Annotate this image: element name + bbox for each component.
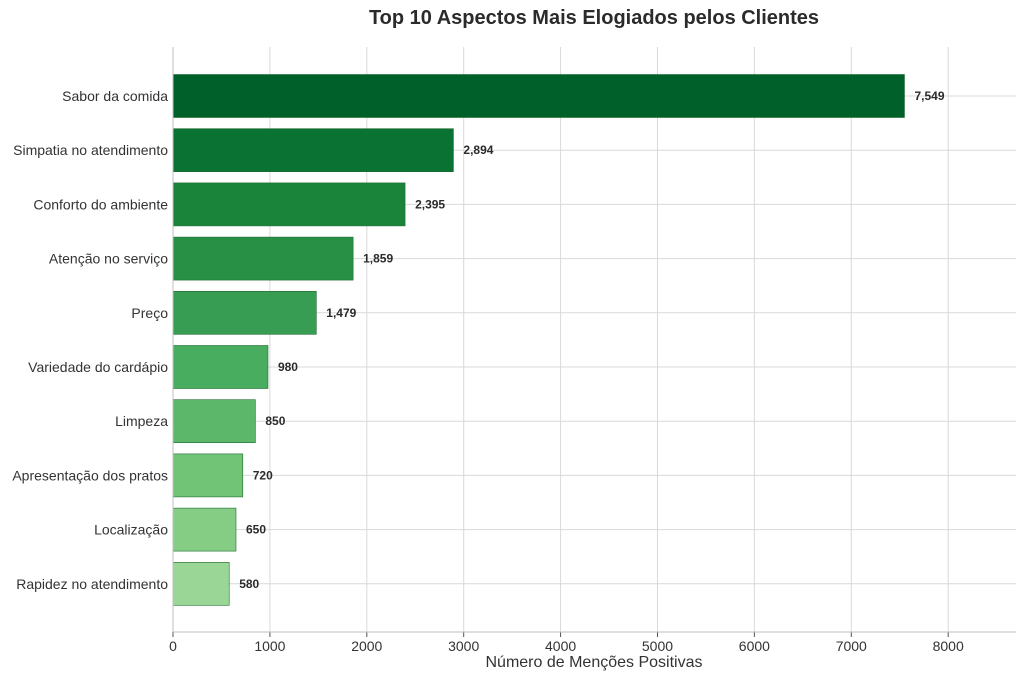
x-tick-label: 5000 <box>642 638 673 654</box>
data-label: 1,479 <box>326 306 356 320</box>
y-tick-label: Variedade do cardápio <box>28 359 168 375</box>
bar <box>172 290 317 335</box>
data-label: 980 <box>278 360 298 374</box>
data-label: 850 <box>265 414 285 428</box>
bar-layer: 7,549 2,894 2,395 1,859 1,479 980 850 720 650 580 <box>172 74 945 606</box>
data-label: 1,859 <box>363 252 393 266</box>
bar <box>172 128 454 172</box>
x-tick-label: 7000 <box>836 638 867 654</box>
y-tick-label: Localização <box>94 522 168 538</box>
y-tick-label: Atenção no serviço <box>49 251 168 267</box>
y-tick-label: Sabor da comida <box>62 88 168 104</box>
bar <box>172 399 256 444</box>
bar <box>172 236 354 281</box>
y-tick-label: Conforto do ambiente <box>33 196 168 212</box>
y-tick-label: Limpeza <box>115 413 168 429</box>
data-label: 7,549 <box>914 89 944 103</box>
x-axis-label: Número de Menções Positivas <box>486 654 703 671</box>
y-tick-label: Apresentação dos pratos <box>12 467 168 483</box>
chart-title: Top 10 Aspectos Mais Elogiados pelos Cli… <box>369 7 819 29</box>
y-tick-label: Rapidez no atendimento <box>16 576 168 592</box>
bar <box>172 182 406 227</box>
data-label: 720 <box>253 468 273 482</box>
bar <box>172 453 244 498</box>
bar <box>172 561 230 606</box>
data-label: 2,894 <box>463 143 493 157</box>
x-tick-label: 4000 <box>545 638 576 654</box>
data-label: 2,395 <box>415 197 445 211</box>
x-tick-label: 1000 <box>254 638 285 654</box>
x-tick-label: 8000 <box>933 638 964 654</box>
y-tick-label: Preço <box>131 305 168 321</box>
y-tick-label: Simpatia no atendimento <box>13 142 168 158</box>
x-tick-label: 0 <box>169 638 177 654</box>
bar <box>172 74 905 118</box>
x-tick-label: 6000 <box>739 638 770 654</box>
axis-layer: 0 1000 2000 3000 4000 5000 6000 7000 8000 Sabor d… <box>12 47 1016 654</box>
bar <box>172 507 237 552</box>
x-tick-label: 3000 <box>448 638 479 654</box>
x-tick-label: 2000 <box>351 638 382 654</box>
bar <box>172 345 269 389</box>
data-label: 650 <box>246 523 266 537</box>
data-label: 580 <box>239 577 259 591</box>
